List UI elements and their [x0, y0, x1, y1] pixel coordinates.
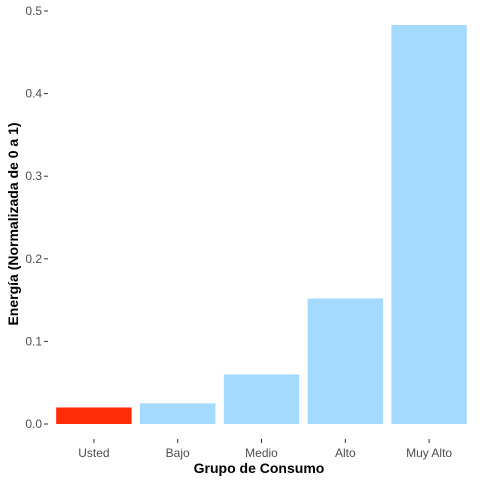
y-tick-label: 0.4 [25, 87, 42, 101]
y-tick-label: 0.0 [25, 417, 42, 431]
bars-group [56, 25, 467, 424]
x-tick-label: Alto [335, 446, 356, 460]
bar-alto [307, 298, 384, 424]
bar-usted [56, 407, 132, 424]
y-tick-label: 0.1 [25, 334, 42, 348]
bar-bajo [139, 403, 216, 424]
y-axis-title: Energía (Normalizada de 0 a 1) [5, 122, 21, 325]
y-tick-label: 0.3 [25, 169, 42, 183]
x-axis: Usted Bajo Medio Alto Muy Alto [78, 439, 452, 460]
x-tick-label: Usted [78, 446, 109, 460]
x-tick-label: Medio [245, 446, 278, 460]
y-axis: 0.0 0.1 0.2 0.3 0.4 0.5 [25, 4, 48, 431]
bar-muy-alto [391, 25, 467, 424]
x-axis-title: Grupo de Consumo [194, 460, 325, 476]
x-tick-label: Muy Alto [406, 446, 452, 460]
y-tick-label: 0.2 [25, 252, 42, 266]
x-tick-label: Bajo [166, 446, 190, 460]
bar-medio [223, 374, 300, 424]
y-tick-label: 0.5 [25, 4, 42, 18]
